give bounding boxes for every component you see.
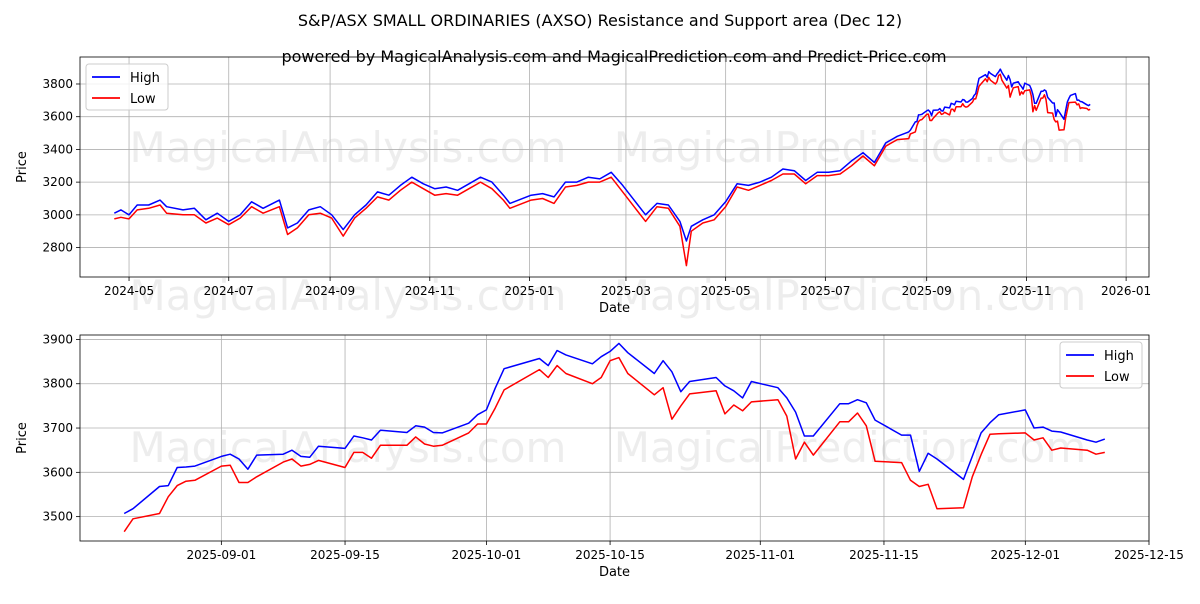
watermark-prediction: MagicalPrediction.com: [614, 123, 1087, 172]
x-tick-label: 2024-07: [204, 284, 254, 298]
legend: High Low: [1059, 341, 1143, 389]
top-chart: MagicalAnalysis.com MagicalPrediction.com…: [15, 56, 1151, 320]
watermark-prediction: MagicalPrediction.com: [614, 423, 1087, 472]
x-tick-label: 2025-05: [701, 284, 751, 298]
x-axis-label: Date: [599, 301, 630, 316]
x-tick-label: 2025-01: [504, 284, 554, 298]
legend-label-high: High: [130, 71, 160, 86]
y-tick-label: 3800: [42, 377, 73, 391]
series-line-low: [123, 356, 1105, 533]
x-tick-label: 2025-03: [601, 284, 651, 298]
x-tick-label: 2025-11-15: [849, 548, 919, 562]
x-tick-label: 2026-01: [1101, 284, 1151, 298]
y-tick-label: 3700: [42, 421, 73, 435]
watermark-analysis: MagicalAnalysis.com: [130, 423, 567, 472]
x-tick-label: 2025-09: [902, 284, 952, 298]
legend-label-high: High: [1104, 349, 1134, 364]
x-axis-label: Date: [599, 565, 630, 580]
legend: High Low: [85, 63, 169, 111]
y-tick-label: 3500: [42, 510, 73, 524]
x-tick-label: 2025-11-01: [725, 548, 795, 562]
legend-label-low: Low: [1104, 370, 1130, 385]
x-tick-label: 2025-07: [800, 284, 850, 298]
x-tick-label: 2025-09-15: [310, 548, 380, 562]
series-line-high: [123, 342, 1106, 515]
y-tick-label: 2800: [42, 241, 73, 255]
x-tick-label: 2025-12-15: [1114, 548, 1184, 562]
y-tick-label: 3800: [42, 77, 73, 91]
x-tick-label: 2025-09-01: [186, 548, 256, 562]
y-tick-label: 3200: [42, 175, 73, 189]
y-axis-label: Price: [15, 422, 30, 454]
plot-frame: [79, 56, 1150, 278]
watermark-analysis: MagicalAnalysis.com: [130, 271, 567, 320]
x-tick-label: 2024-11: [405, 284, 455, 298]
x-tick-label: 2025-10-01: [452, 548, 522, 562]
plot-frame: [79, 334, 1150, 542]
watermark-prediction: MagicalPrediction.com: [614, 271, 1087, 320]
y-tick-label: 3600: [42, 110, 73, 124]
watermark-analysis: MagicalAnalysis.com: [130, 123, 567, 172]
bottom-chart: MagicalAnalysis.com MagicalPrediction.com…: [15, 332, 1184, 580]
x-tick-label: 2025-10-15: [575, 548, 645, 562]
y-tick-label: 3600: [42, 465, 73, 479]
y-tick-label: 3000: [42, 208, 73, 222]
series-line-low: [114, 73, 1091, 267]
series-line-high: [113, 68, 1091, 242]
x-tick-label: 2024-09: [305, 284, 355, 298]
x-tick-label: 2025-12-01: [990, 548, 1060, 562]
x-tick-label: 2025-11: [1001, 284, 1051, 298]
chart-subtitle: powered by MagicalAnalysis.com and Magic…: [281, 47, 946, 66]
y-tick-label: 3900: [42, 332, 73, 346]
x-tick-label: 2024-05: [104, 284, 154, 298]
legend-label-low: Low: [130, 92, 156, 107]
y-tick-label: 3400: [42, 142, 73, 156]
chart-title: S&P/ASX SMALL ORDINARIES (AXSO) Resistan…: [298, 11, 902, 30]
y-axis-label: Price: [15, 151, 30, 183]
